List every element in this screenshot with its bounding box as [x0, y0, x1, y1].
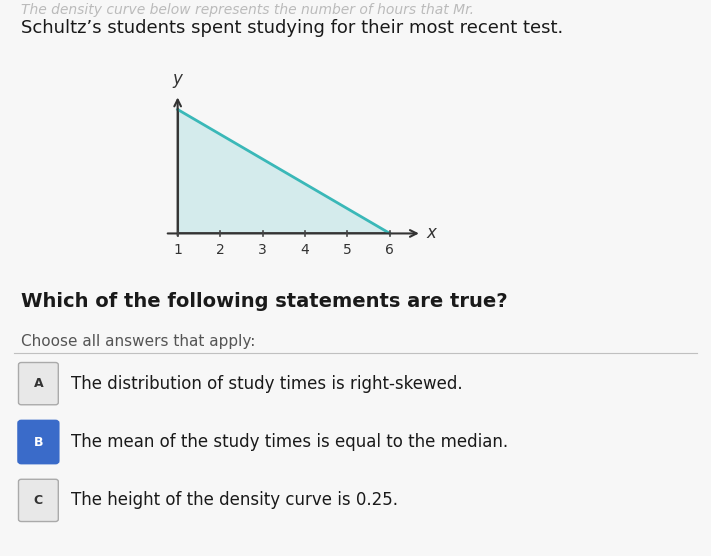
Text: B: B	[33, 435, 43, 449]
Text: A: A	[33, 377, 43, 390]
FancyBboxPatch shape	[18, 479, 58, 522]
Text: 5: 5	[343, 244, 352, 257]
Text: C: C	[34, 494, 43, 507]
Polygon shape	[178, 110, 390, 234]
Text: The mean of the study times is equal to the median.: The mean of the study times is equal to …	[71, 433, 508, 451]
Text: y: y	[173, 71, 183, 88]
Text: The distribution of study times is right-skewed.: The distribution of study times is right…	[71, 375, 463, 393]
Text: 2: 2	[215, 244, 225, 257]
Text: The density curve below represents the number of hours that Mr.: The density curve below represents the n…	[21, 3, 474, 17]
Text: 6: 6	[385, 244, 395, 257]
FancyBboxPatch shape	[18, 421, 58, 463]
Text: x: x	[426, 225, 436, 242]
Text: 4: 4	[301, 244, 309, 257]
Text: The height of the density curve is 0.25.: The height of the density curve is 0.25.	[71, 492, 398, 509]
Text: 1: 1	[173, 244, 182, 257]
Text: Schultz’s students spent studying for their most recent test.: Schultz’s students spent studying for th…	[21, 19, 564, 37]
Text: Which of the following statements are true?: Which of the following statements are tr…	[21, 292, 508, 311]
Text: 3: 3	[258, 244, 267, 257]
Text: Choose all answers that apply:: Choose all answers that apply:	[21, 334, 256, 349]
FancyBboxPatch shape	[18, 363, 58, 405]
